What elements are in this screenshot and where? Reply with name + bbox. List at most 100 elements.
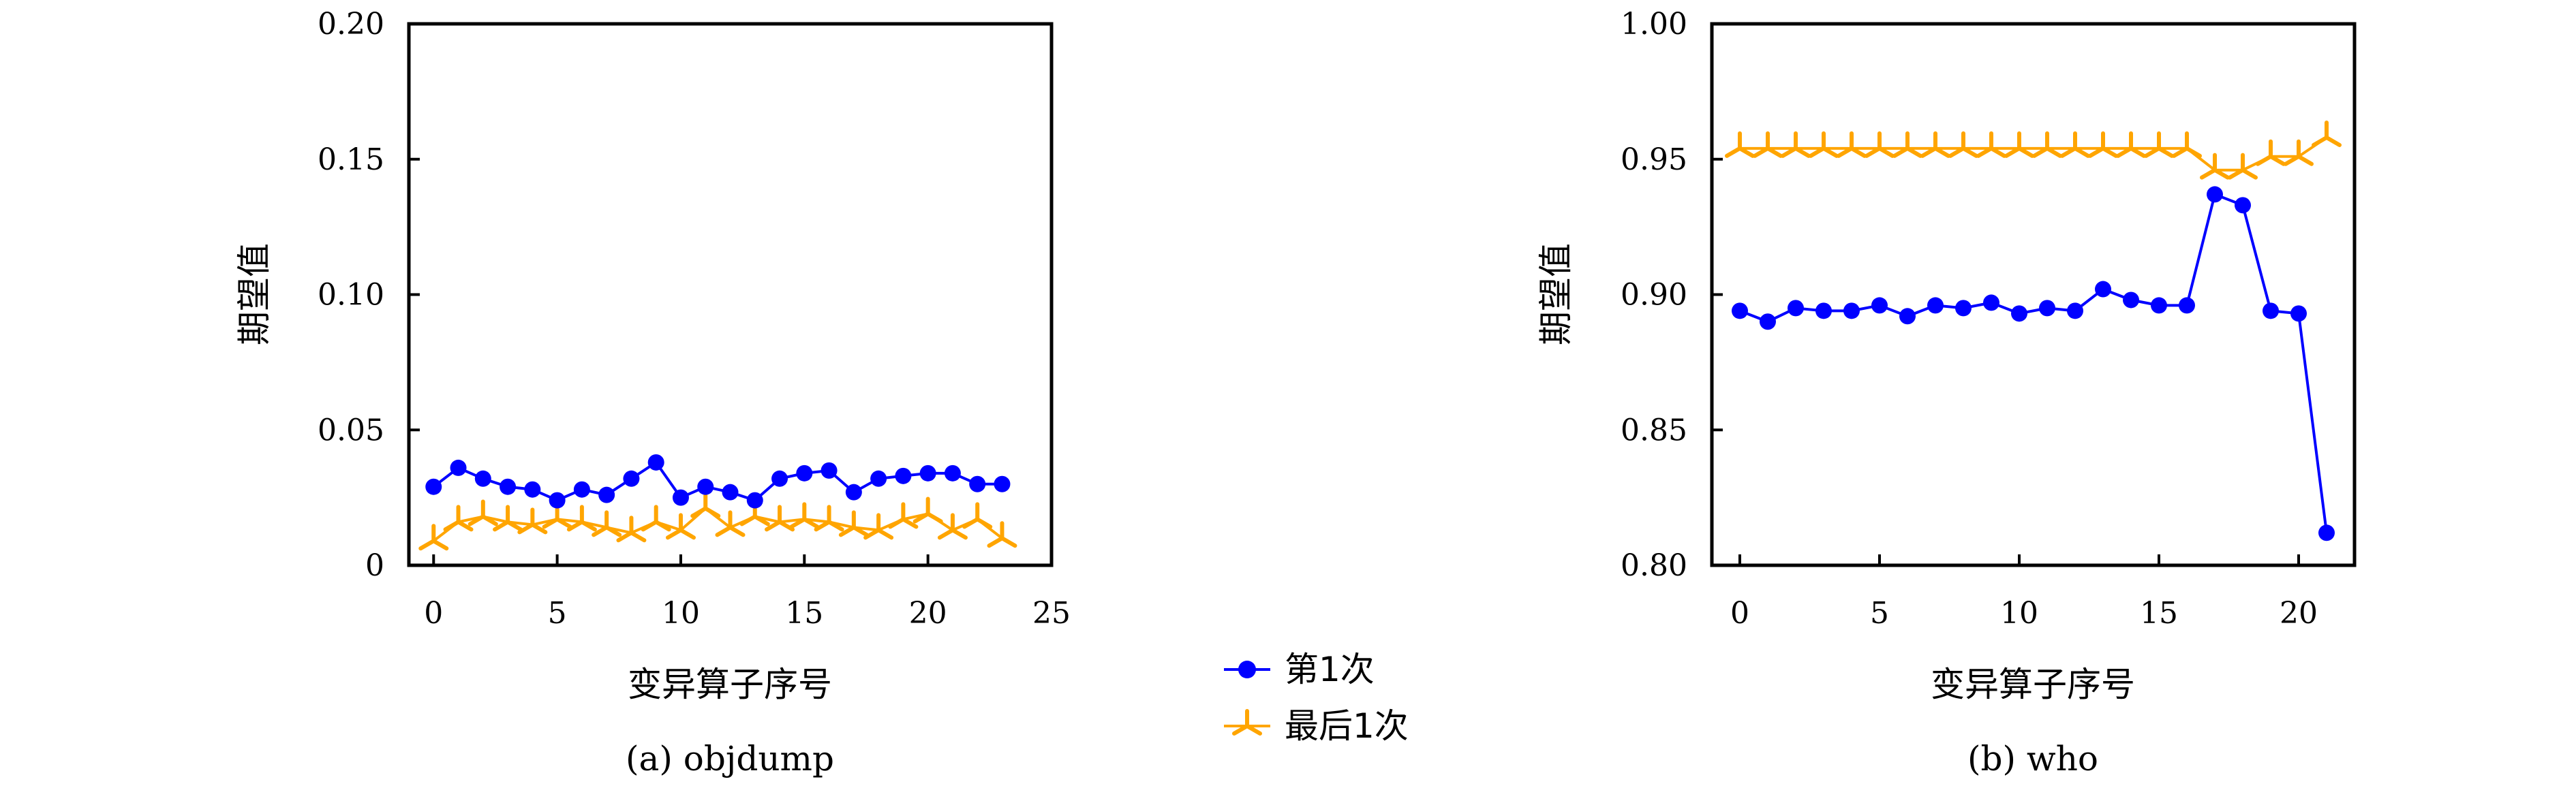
data-point — [838, 510, 869, 537]
data-point — [863, 513, 894, 540]
series-last — [1725, 120, 2342, 180]
x-tick-label: 0 — [1730, 596, 1749, 631]
data-point — [796, 464, 813, 482]
y-tick-label: 0.85 — [1621, 413, 1687, 447]
data-point — [493, 505, 523, 532]
y-axis-label: 期望值 — [1536, 243, 1576, 345]
series-layer — [418, 454, 1017, 551]
data-point — [722, 484, 739, 501]
data-point — [789, 502, 820, 529]
data-point — [2123, 291, 2139, 309]
data-point — [765, 505, 795, 532]
y-tick-label: 0.15 — [318, 142, 384, 177]
x-tick-label: 10 — [662, 596, 700, 631]
data-point — [517, 507, 548, 535]
data-point — [1760, 313, 1776, 330]
legend-item-last: 最后1次 — [1224, 706, 1409, 746]
data-point — [690, 491, 721, 518]
legend-label-last: 最后1次 — [1285, 706, 1409, 746]
data-point — [474, 470, 491, 487]
data-point — [1788, 300, 1804, 317]
data-point — [697, 478, 714, 495]
legend-marker-circle-icon — [1238, 661, 1256, 678]
data-point — [937, 513, 968, 540]
data-point — [1899, 308, 1916, 325]
data-point — [2207, 186, 2223, 203]
data-point — [895, 467, 912, 484]
x-axis-ticks: 0 5 10 15 20 25 — [424, 554, 1071, 631]
data-point — [814, 505, 844, 532]
series-first — [425, 454, 1011, 509]
data-point — [1843, 302, 1860, 319]
data-point — [2004, 131, 2034, 158]
y-axis-ticks: 0.80 0.85 0.90 0.95 1.00 — [1621, 7, 1723, 583]
data-point — [969, 475, 986, 492]
y-tick-label: 0.20 — [318, 7, 384, 42]
data-point — [2172, 131, 2202, 158]
data-point — [641, 505, 671, 532]
data-point — [616, 516, 647, 543]
data-point — [845, 484, 862, 501]
data-point — [1871, 297, 1888, 314]
data-point — [944, 464, 961, 482]
data-point — [2151, 297, 2167, 314]
data-point — [598, 486, 615, 503]
data-point — [418, 524, 449, 551]
data-point — [746, 492, 763, 509]
panel-who: 0 5 10 15 20 0.80 0.85 0.90 0.95 1.00 变异算子序号 期望值… — [1536, 7, 2357, 778]
data-point — [1815, 302, 1832, 319]
data-point — [1809, 131, 1839, 158]
data-point — [549, 492, 566, 509]
data-point — [962, 502, 993, 529]
plot-frame — [1710, 22, 2357, 567]
data-point — [1976, 131, 2006, 158]
y-tick-label: 0.80 — [1621, 548, 1687, 583]
legend: 第1次 最后1次 — [1224, 650, 1409, 746]
data-point — [2228, 153, 2258, 180]
data-point — [524, 481, 541, 498]
data-point — [2088, 131, 2118, 158]
data-point — [821, 462, 838, 479]
data-point — [1927, 297, 1944, 314]
data-point — [1892, 131, 1922, 158]
data-point — [1725, 131, 1755, 158]
data-point — [425, 478, 442, 495]
data-point — [2284, 139, 2314, 166]
y-tick-label: 0 — [365, 548, 384, 583]
data-point — [1955, 300, 1972, 317]
x-tick-label: 5 — [1870, 596, 1889, 631]
data-point — [1865, 131, 1895, 158]
data-point — [2200, 153, 2230, 180]
x-tick-label: 20 — [2280, 596, 2318, 631]
x-tick-label: 15 — [785, 596, 823, 631]
data-point — [2263, 302, 2279, 319]
series-line — [1739, 192, 2328, 533]
series-layer — [1725, 120, 2342, 541]
x-tick-label: 0 — [424, 596, 443, 631]
data-point — [665, 513, 696, 540]
data-point — [2116, 131, 2146, 158]
series-line — [1740, 136, 2328, 172]
data-point — [573, 481, 590, 498]
data-point — [870, 470, 887, 487]
data-point — [467, 499, 498, 526]
series-last — [418, 491, 1017, 551]
panel-caption: (a) objdump — [626, 739, 834, 778]
data-point — [888, 502, 919, 529]
y-tick-label: 0.95 — [1621, 142, 1687, 177]
data-point — [1983, 294, 1999, 311]
x-axis-ticks: 0 5 10 15 20 — [1730, 554, 2318, 631]
data-point — [2179, 297, 2195, 314]
data-point — [2312, 120, 2342, 147]
data-point — [2039, 300, 2055, 317]
x-axis-label: 变异算子序号 — [628, 665, 832, 704]
data-point — [450, 459, 467, 476]
x-tick-label: 15 — [2140, 596, 2178, 631]
legend-item-first: 第1次 — [1224, 650, 1375, 689]
data-point — [715, 510, 746, 537]
y-tick-label: 0.05 — [318, 413, 384, 447]
data-point — [1948, 131, 1978, 158]
x-tick-label: 20 — [909, 596, 947, 631]
data-point — [623, 470, 640, 487]
data-point — [2144, 131, 2174, 158]
